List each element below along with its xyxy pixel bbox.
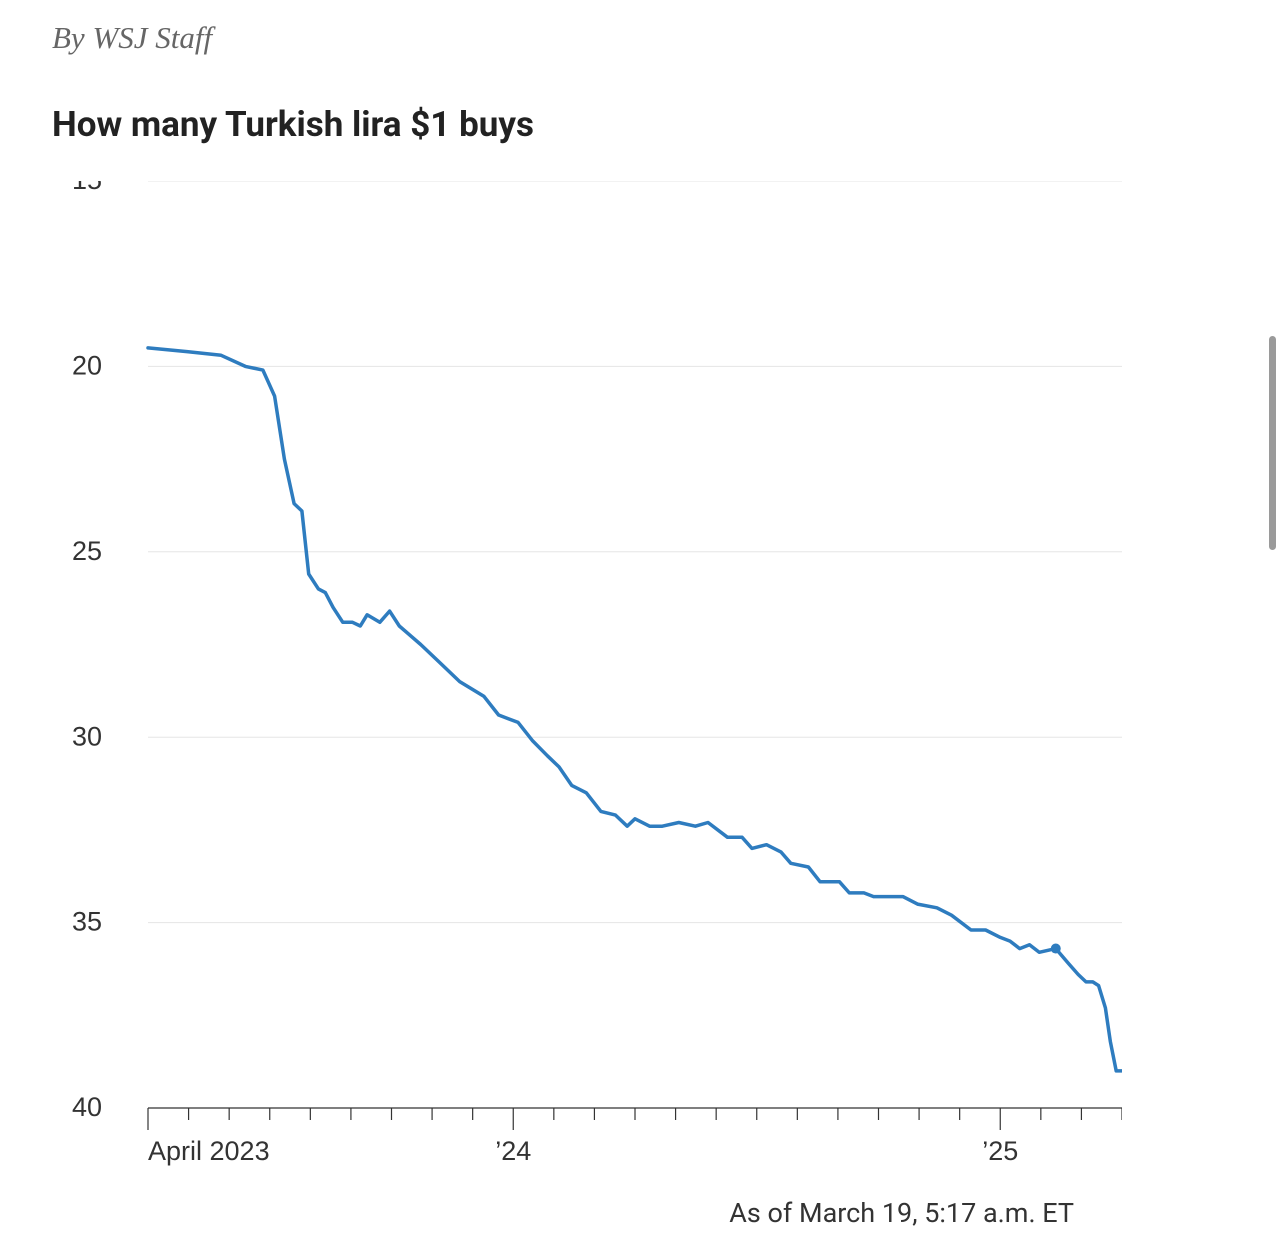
chart-footnote: As of March 19, 5:17 a.m. ET: [729, 1197, 1074, 1229]
svg-text:20: 20: [72, 351, 102, 381]
svg-text:25: 25: [72, 536, 102, 566]
svg-text:35: 35: [72, 907, 102, 937]
svg-text:40: 40: [72, 1092, 102, 1122]
svg-text:30: 30: [72, 721, 102, 751]
scrollbar-thumb[interactable]: [1269, 336, 1276, 550]
svg-text:’24: ’24: [495, 1136, 531, 1166]
chart-container: 152025303540April 2023’24’25 As of March…: [52, 181, 1284, 1191]
svg-text:’25: ’25: [982, 1136, 1018, 1166]
byline: By WSJ Staff: [52, 20, 1284, 56]
chart-title: How many Turkish lira $1 buys: [52, 104, 1284, 145]
page-root: By WSJ Staff How many Turkish lira $1 bu…: [0, 0, 1284, 1236]
line-chart: 15 20 25 30 35 40 April 2023 ’24 ’25: [52, 181, 1122, 1191]
svg-text:15: 15: [72, 181, 102, 195]
svg-text:April 2023: April 2023: [148, 1136, 270, 1166]
